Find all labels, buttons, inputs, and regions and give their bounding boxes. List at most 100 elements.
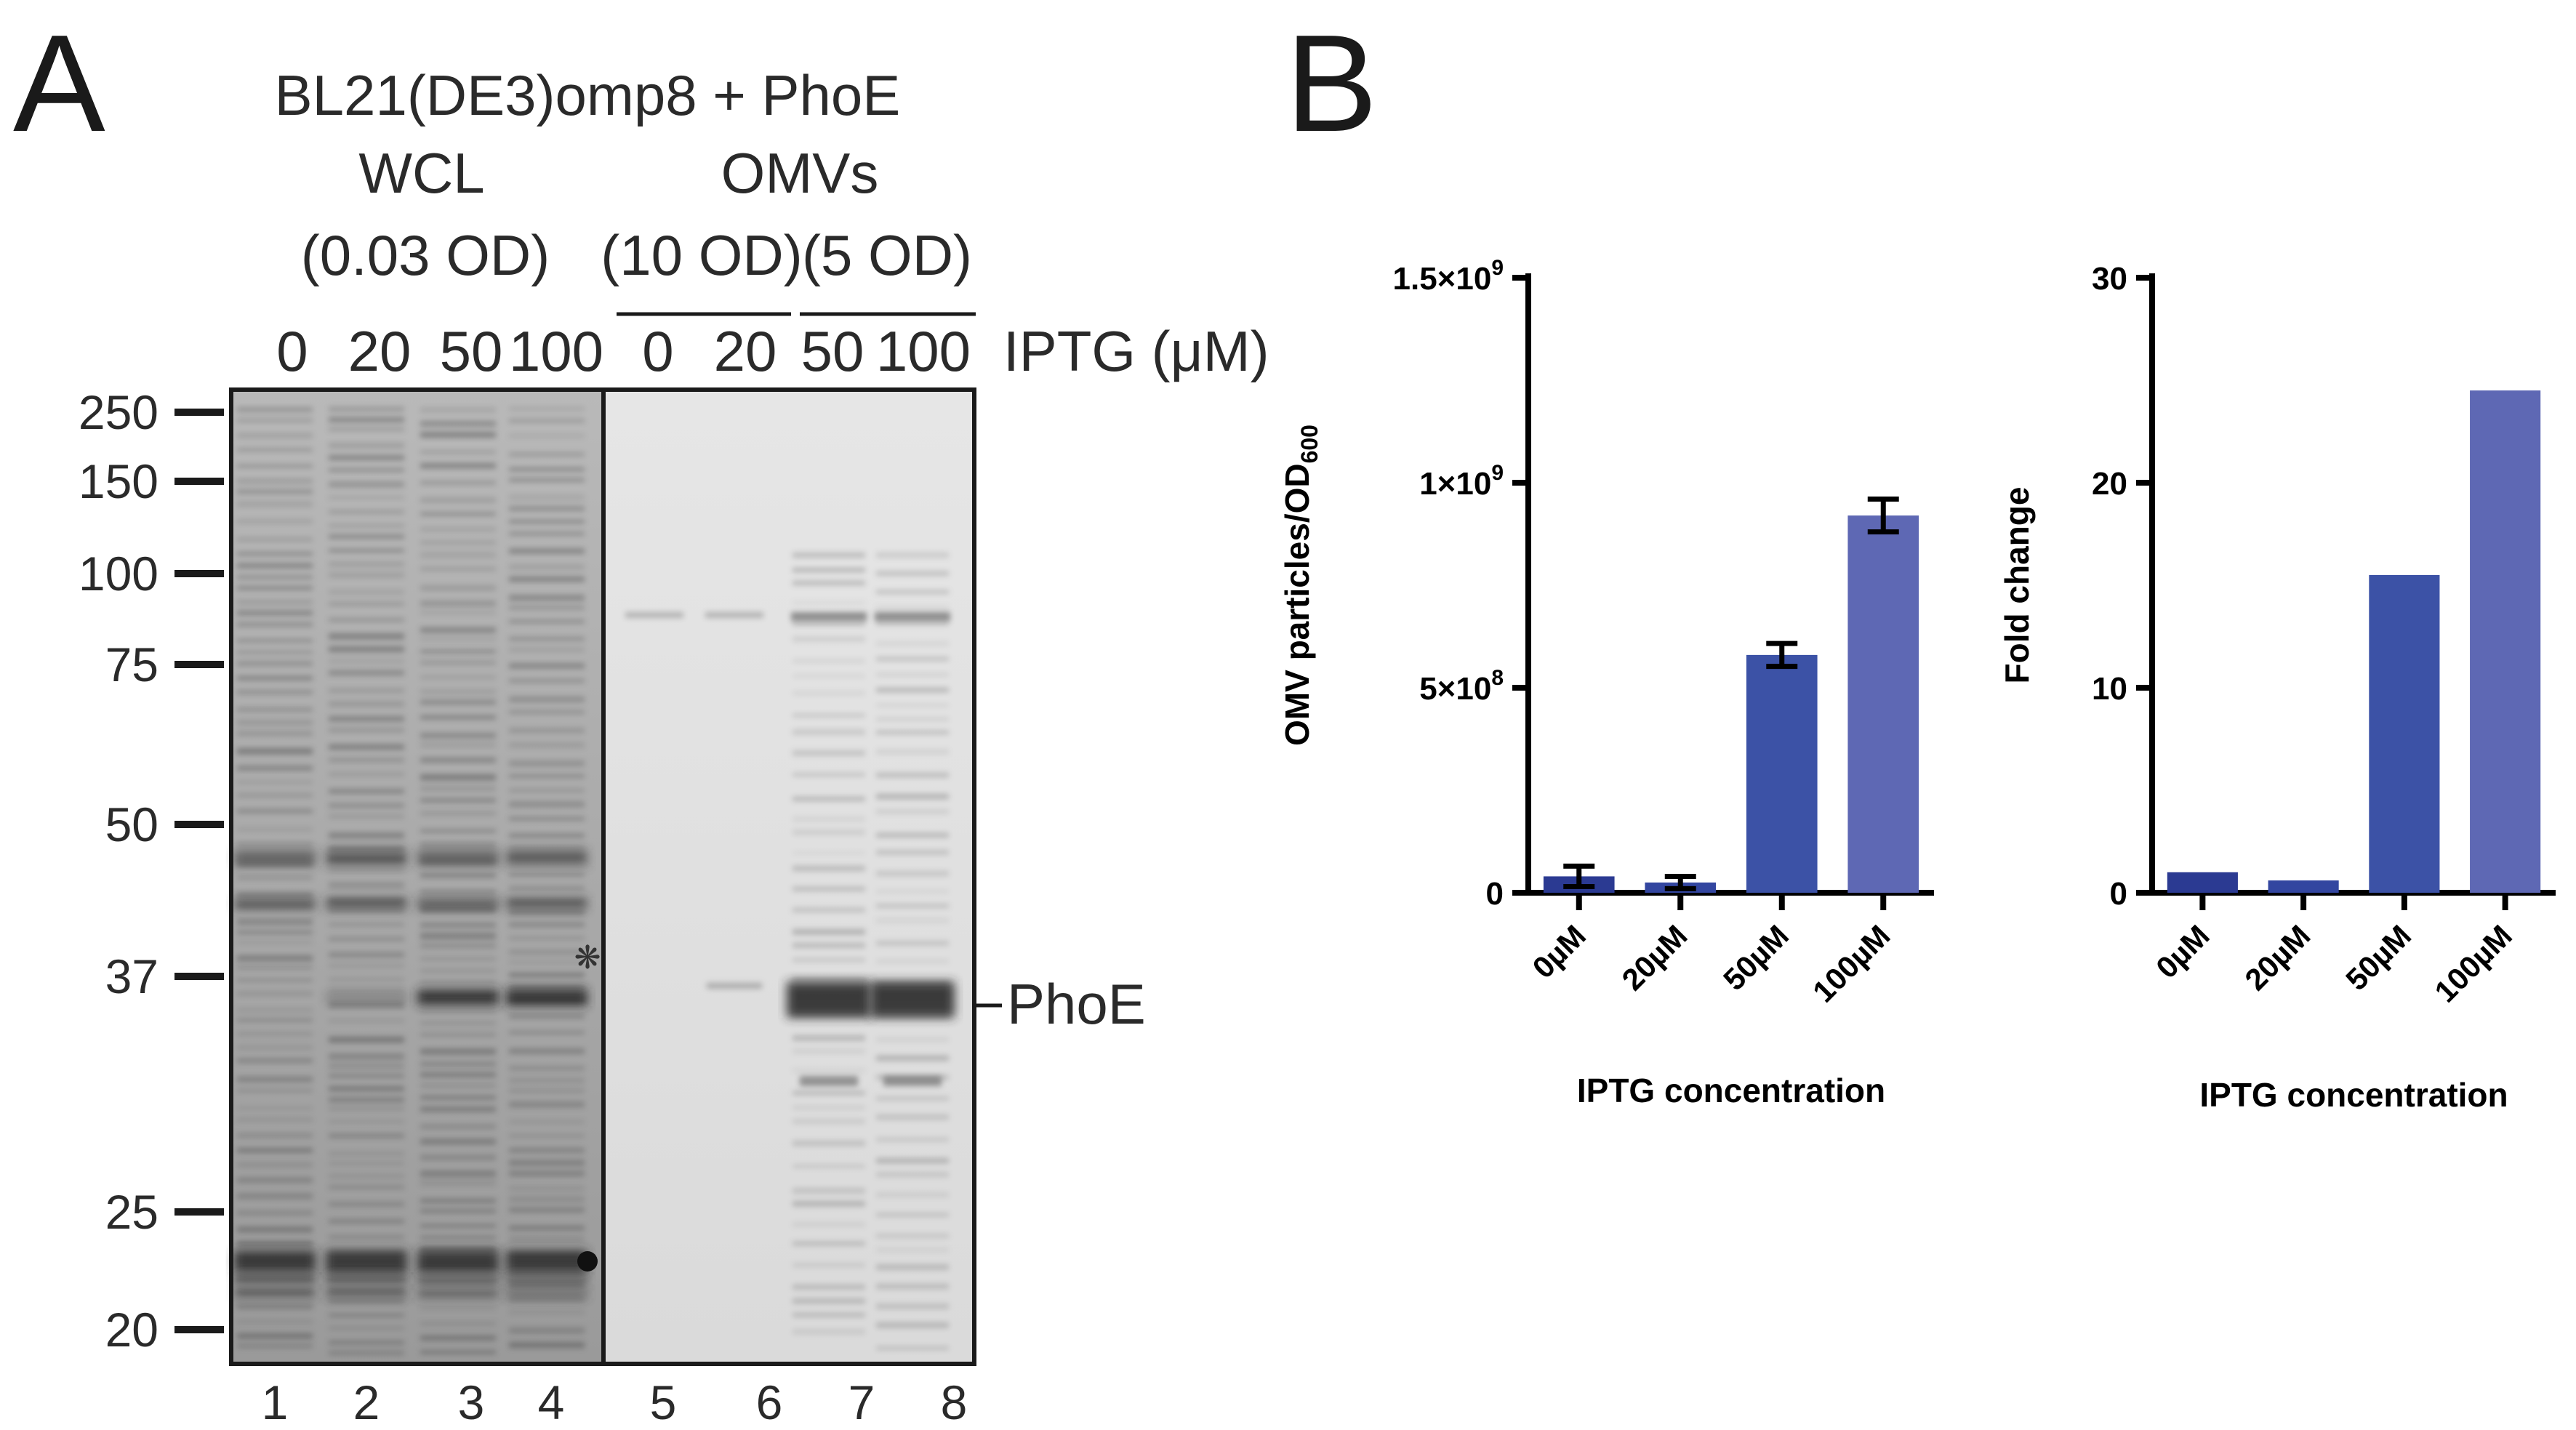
gel-band [237,1106,313,1110]
gel-band [509,742,585,748]
chart-omv-particles: 0 5×108 1×109 1.5×109 0µM 20µM 50µM 100µM IPTG c… [1278,256,1934,1109]
gel-band [237,1193,313,1200]
gel-band [329,1219,404,1224]
gel-band [234,1290,316,1298]
gel-band [793,943,865,948]
gel-band [237,489,313,494]
gel-band [876,890,949,893]
gel-band [509,873,585,877]
gel-band [237,563,313,569]
gel-band [876,1097,949,1101]
gel-band [509,1297,585,1303]
gel-band [420,1010,496,1013]
gel-band [509,1186,585,1192]
iptg-lane-1: 0 [276,319,308,383]
bar-50µM [1746,654,1818,893]
x-category-label: 20µM [2238,918,2316,997]
mw-marker-50: 50 [105,798,224,851]
gel-band [329,716,404,722]
gel-band [509,801,585,808]
gel-band [509,1170,585,1177]
iptg-lane-labels: 0 20 50 100 0 20 50 100 IPTG (μM) [276,319,1269,383]
group-label-wcl: WCL [358,141,484,205]
gel-band [793,714,865,718]
x-axis-title: IPTG concentration [2199,1076,2508,1114]
gel-band [509,1226,585,1231]
gel-band [237,465,313,468]
gel-band [326,1274,407,1285]
gel-band [793,851,865,855]
gel-band [417,1274,499,1285]
gel-band [237,1019,313,1022]
gel-band [509,774,585,779]
gel-band [329,590,404,595]
gel-band [793,1091,865,1095]
gel-band [793,750,865,756]
gel-band [417,989,499,1005]
gel-band [329,549,404,553]
gel-band [876,1037,949,1042]
gel-band [509,834,585,837]
gel-band [417,1290,499,1298]
gel-band [329,572,404,578]
gel-band [420,1306,496,1311]
gel-band [883,1076,942,1086]
gel-band [237,843,313,846]
gel-band [329,427,404,431]
iptg-lane-4: 100 [509,319,603,383]
gel-band [329,772,404,776]
gel-band [509,760,585,767]
gel-band [237,1241,313,1247]
lane-number-4: 4 [538,1375,565,1429]
y-tick-label: 5×108 [1419,666,1504,707]
gel-band [793,866,865,872]
gel-band [329,562,404,566]
gel-band [329,1053,404,1060]
gel-band [876,773,949,778]
gel-band [237,586,313,590]
gel-band [793,601,865,605]
gel-band [237,1118,313,1122]
gel-band [420,944,496,949]
panel-a: A BL21(DE3)omp8 + PhoE WCL OMVs (0.03 OD… [13,7,1269,1429]
gel-band [509,949,585,955]
bar-100µM [2470,390,2541,893]
gel-band [509,564,585,570]
gel-band [420,1350,496,1354]
gel-band [237,1333,313,1339]
gel-band [234,850,316,866]
gel-band [329,882,404,888]
gel-band [420,1236,496,1240]
gel-band [793,908,865,912]
gel-band [237,519,313,524]
mw-label-250: 250 [79,385,159,439]
gel-band [329,1074,404,1078]
x-category-label: 50µM [2339,918,2417,997]
gel-band [237,1344,313,1348]
gel-band [509,478,585,482]
gel-band [793,887,865,891]
gel-band [329,468,404,472]
gel-band [509,606,585,610]
gel-band [420,1224,496,1228]
gel-band [509,1101,585,1108]
gel-band [876,718,949,721]
gel-band [876,704,949,707]
mw-label-100: 100 [79,547,159,600]
gel-band [329,633,404,640]
gel-band [509,1077,585,1084]
gel-band [420,811,496,816]
gel-band [791,612,867,621]
gel-band [509,467,585,472]
y-axis-title: OMV particles/OD600 [1278,425,1323,746]
gel-band [787,981,871,1018]
gel-band [509,1120,585,1125]
gel-band [420,1072,496,1077]
gel-band [509,434,585,438]
y-tick-label: 0 [1486,876,1504,912]
gel-band [509,973,585,978]
gel-band [234,898,316,909]
gel-band [793,1165,865,1168]
gel-band [509,577,585,582]
